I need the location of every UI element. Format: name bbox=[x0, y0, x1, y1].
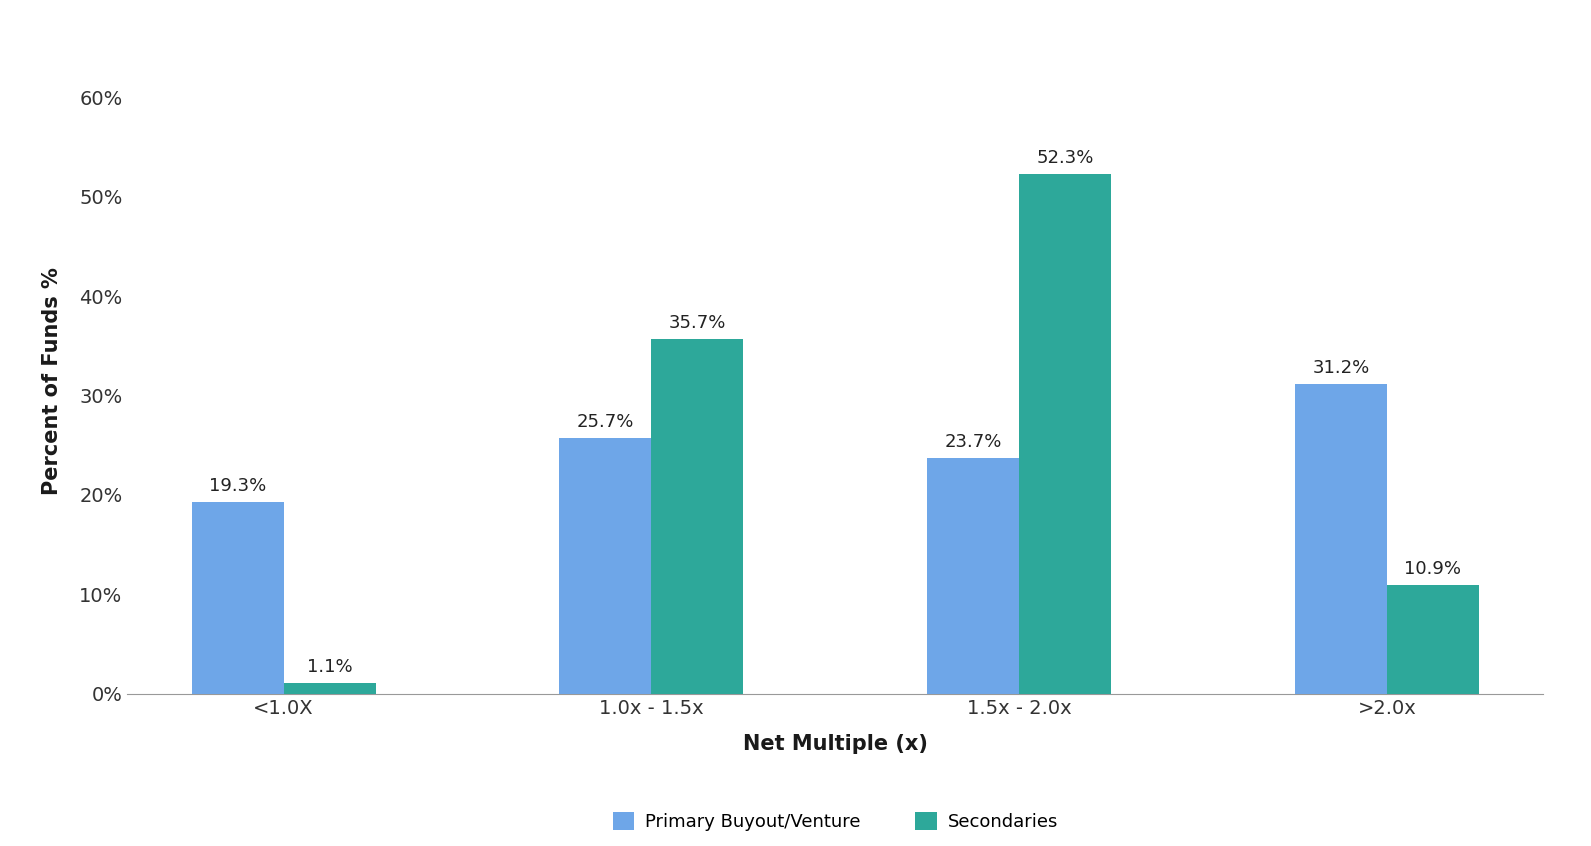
Bar bbox=[928, 459, 1020, 694]
Text: 23.7%: 23.7% bbox=[945, 433, 1002, 451]
Bar bbox=[191, 502, 283, 694]
X-axis label: Net Multiple (x): Net Multiple (x) bbox=[743, 734, 928, 755]
Legend: Primary Buyout/Venture, Secondaries: Primary Buyout/Venture, Secondaries bbox=[603, 803, 1068, 840]
Text: 1.1%: 1.1% bbox=[307, 658, 352, 676]
Bar bbox=[560, 438, 651, 694]
Text: 10.9%: 10.9% bbox=[1405, 560, 1462, 579]
Text: 52.3%: 52.3% bbox=[1036, 149, 1095, 167]
Bar bbox=[283, 683, 375, 694]
Text: 31.2%: 31.2% bbox=[1313, 359, 1370, 376]
Bar bbox=[1295, 384, 1387, 694]
Text: 35.7%: 35.7% bbox=[668, 314, 725, 332]
Text: 19.3%: 19.3% bbox=[208, 477, 266, 495]
Text: 25.7%: 25.7% bbox=[576, 414, 635, 431]
Bar bbox=[651, 339, 743, 694]
Y-axis label: Percent of Funds %: Percent of Funds % bbox=[43, 266, 62, 495]
Bar bbox=[1387, 585, 1480, 694]
Bar bbox=[1020, 174, 1111, 694]
